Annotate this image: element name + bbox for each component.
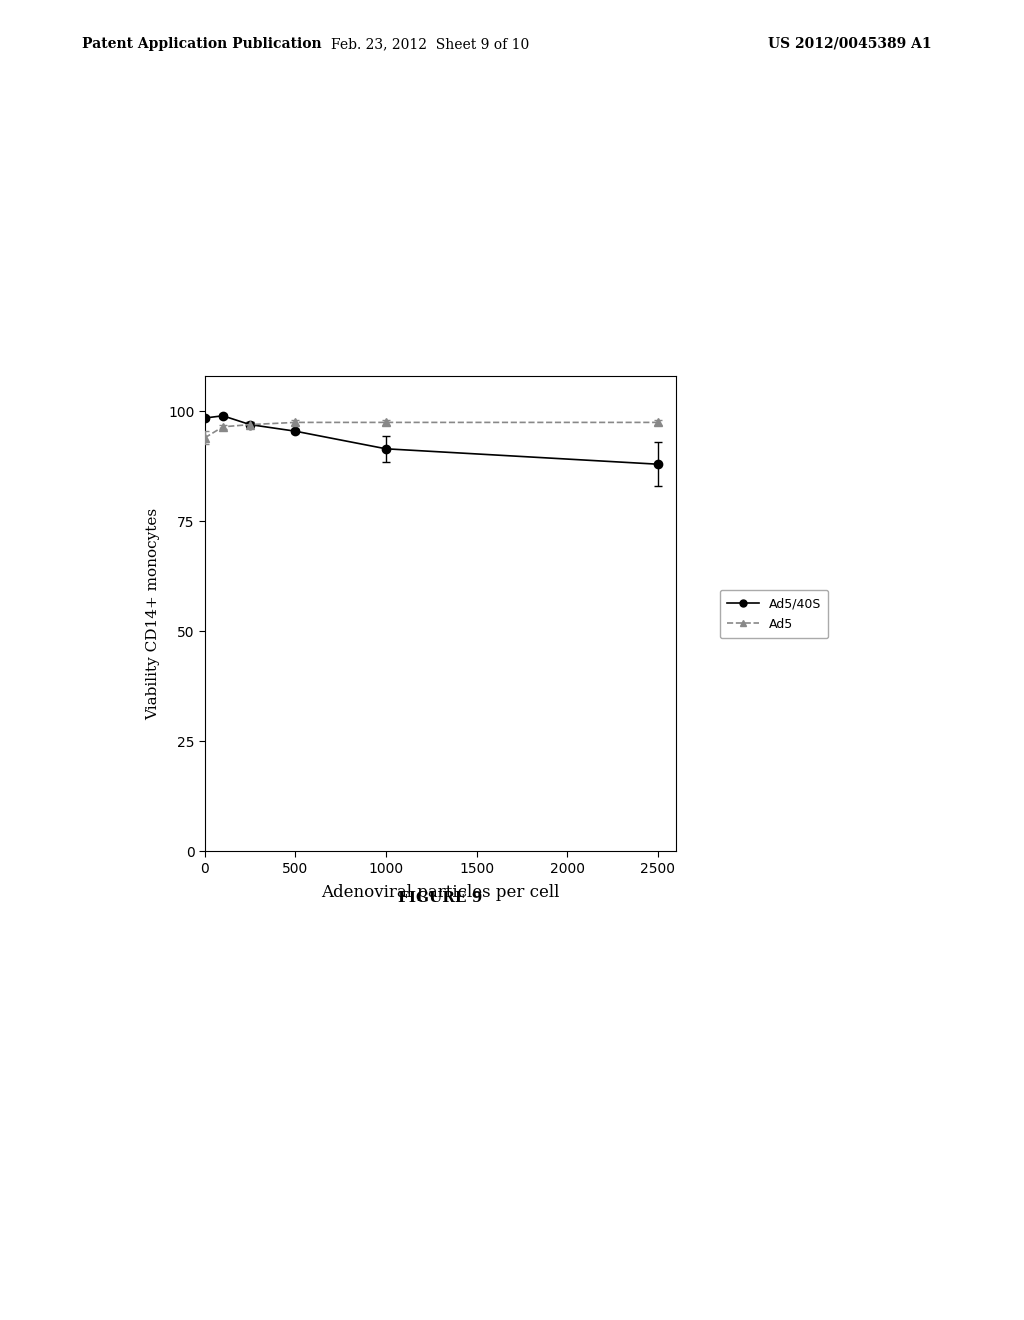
Y-axis label: Viability CD14+ monocytes: Viability CD14+ monocytes — [145, 508, 160, 719]
Legend: Ad5/40S, Ad5: Ad5/40S, Ad5 — [720, 590, 828, 638]
Text: Feb. 23, 2012  Sheet 9 of 10: Feb. 23, 2012 Sheet 9 of 10 — [331, 37, 529, 51]
Text: US 2012/0045389 A1: US 2012/0045389 A1 — [768, 37, 932, 51]
X-axis label: Adenoviral particles per cell: Adenoviral particles per cell — [322, 884, 559, 902]
Text: Patent Application Publication: Patent Application Publication — [82, 37, 322, 51]
Text: FIGURE 9: FIGURE 9 — [398, 891, 482, 906]
